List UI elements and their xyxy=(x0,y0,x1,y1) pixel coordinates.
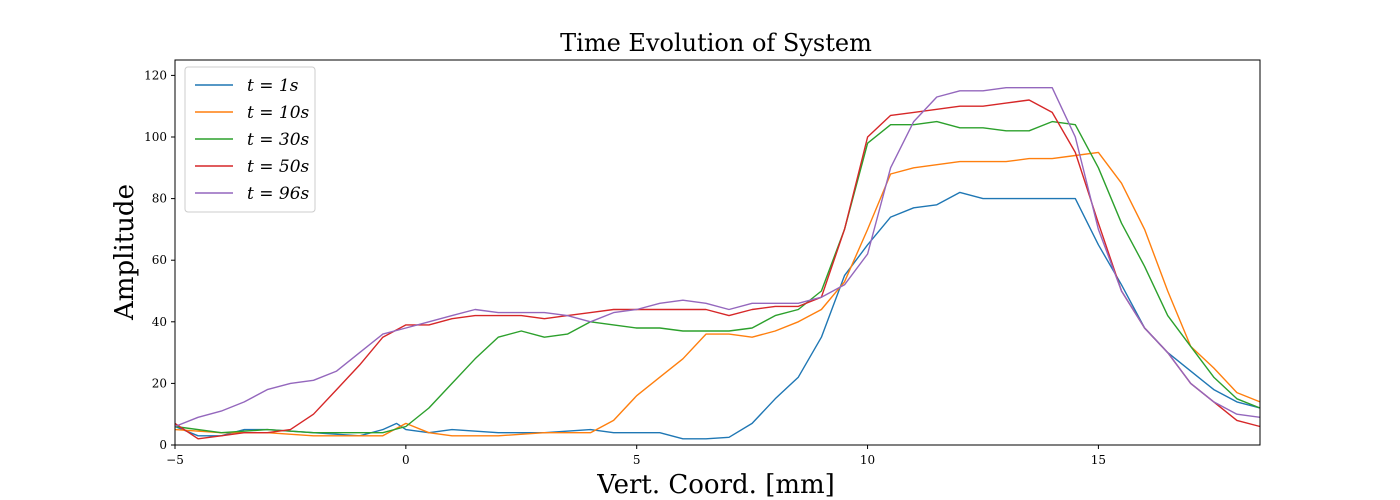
series-line-4 xyxy=(174,99,1261,440)
x-tick-label: 10 xyxy=(860,453,875,467)
plot-frame xyxy=(174,59,1261,446)
x-axis-label: Vert. Coord. [mm] xyxy=(596,470,835,500)
y-tick-label: 100 xyxy=(144,130,167,144)
y-tick-label: 20 xyxy=(152,376,167,390)
x-tick-label: −5 xyxy=(166,453,184,467)
series-line-5 xyxy=(174,87,1261,428)
x-tick-label: 5 xyxy=(633,453,641,467)
y-tick-label: 120 xyxy=(144,68,167,82)
legend: t = 1s t = 10s t = 30s t = 50s t = 96s xyxy=(184,66,316,213)
y-tick-label: 40 xyxy=(152,315,167,329)
x-tick-label: 15 xyxy=(1091,453,1106,467)
legend-label-4: t = 50s xyxy=(247,157,310,177)
legend-label-3: t = 30s xyxy=(247,130,310,150)
y-tick-label: 60 xyxy=(152,253,167,267)
legend-label-1: t = 1s xyxy=(247,76,299,96)
chart-title: Time Evolution of System xyxy=(560,29,872,57)
series-line-2 xyxy=(174,151,1261,437)
legend-label-5: t = 96s xyxy=(247,184,310,204)
legend-box xyxy=(184,66,316,213)
series-line-1 xyxy=(174,191,1261,440)
y-tick-label: 0 xyxy=(159,438,167,452)
series-layer xyxy=(174,87,1261,440)
y-axis-label: Amplitude xyxy=(110,184,140,321)
series-line-3 xyxy=(174,120,1261,434)
legend-label-2: t = 10s xyxy=(247,103,310,123)
y-tick-label: 80 xyxy=(152,192,167,206)
x-tick-label: 0 xyxy=(402,453,410,467)
